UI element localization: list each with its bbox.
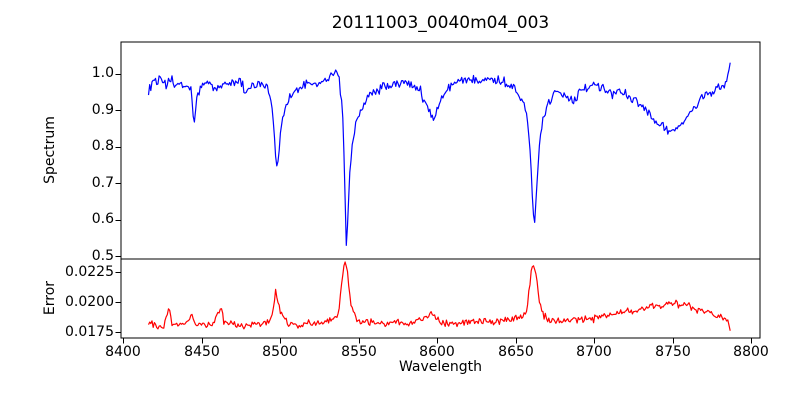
spectrum-axes-frame — [120, 41, 761, 260]
spectrum-ytick-1.0: 1.0 — [91, 65, 114, 81]
wavelength-axis-label: Wavelength — [398, 359, 483, 375]
spectrum-ytick-0.8: 0.8 — [91, 138, 114, 154]
x-tick-8700: 8700 — [576, 344, 612, 360]
x-tick-8800: 8800 — [733, 344, 769, 360]
x-tick-8500: 8500 — [262, 344, 298, 360]
error-axes-frame — [120, 258, 761, 339]
error-ytick-0.0175: 0.0175 — [65, 324, 114, 340]
spectrum-ytick-0.7: 0.7 — [91, 175, 114, 191]
x-tick-8550: 8550 — [341, 344, 377, 360]
error-line — [147, 261, 731, 331]
x-tick-8450: 8450 — [184, 344, 220, 360]
spectrum-ytick-0.6: 0.6 — [91, 211, 114, 227]
spectrum-line — [147, 62, 731, 246]
error-ytick-0.0200: 0.0200 — [65, 294, 114, 310]
error-ytick-0.0225: 0.0225 — [65, 264, 114, 280]
plot-title: 20111003_0040m04_003 — [331, 13, 550, 33]
spectrum-ytick-0.9: 0.9 — [91, 102, 114, 118]
x-tick-8600: 8600 — [419, 344, 455, 360]
x-tick-8400: 8400 — [105, 344, 141, 360]
x-tick-8750: 8750 — [655, 344, 691, 360]
spectrum-ytick-0.5: 0.5 — [91, 248, 114, 264]
x-tick-8650: 8650 — [498, 344, 534, 360]
